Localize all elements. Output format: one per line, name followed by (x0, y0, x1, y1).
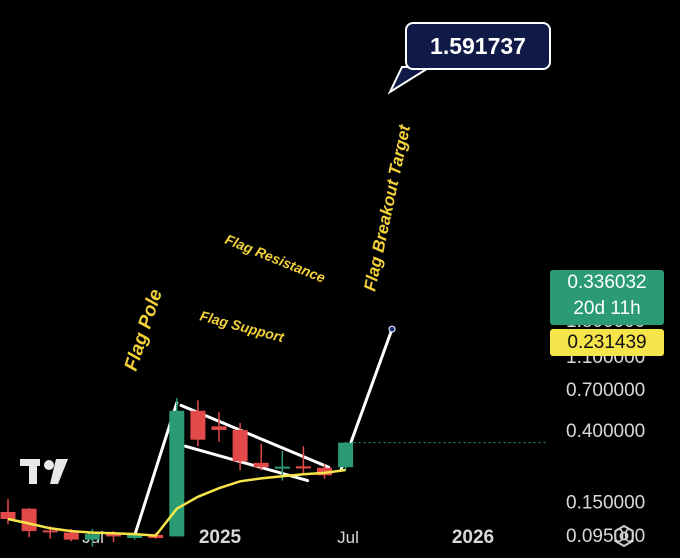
flag-resistance-label: Flag Resistance (223, 231, 328, 286)
flag-pole-label: Flag Pole (121, 286, 167, 373)
moving-average-line (7, 468, 346, 537)
candle (253, 443, 269, 471)
y-tick-label: 0.095000 (566, 526, 645, 547)
pattern-annotations: Flag Pole Flag Resistance Flag Support F… (121, 122, 415, 374)
candle-body (317, 467, 332, 476)
target-point (388, 325, 396, 333)
candle-body (42, 530, 58, 533)
candle-body (338, 442, 354, 468)
y-tick-label: 0.700000 (566, 380, 645, 401)
candle (317, 464, 332, 479)
candle-body (63, 532, 79, 540)
candle (338, 441, 354, 471)
target-value-callout: 1.591737 (405, 22, 551, 70)
breakout-target-label: Flag Breakout Target (360, 122, 414, 293)
y-tick-label: 0.400000 (566, 421, 645, 442)
y-tick-label: 0.150000 (566, 493, 645, 514)
candle-body (190, 410, 206, 440)
candle-body (169, 410, 185, 537)
candle-body (253, 462, 269, 468)
time-remaining: 20d 11h (573, 298, 641, 319)
tradingview-logo-icon (20, 459, 68, 484)
current-price-tag: 0.336032 20d 11h (550, 270, 664, 325)
x-axis-labels: Jul2025Jul2026 (82, 527, 494, 548)
moving-average-tag: 0.231439 (550, 329, 664, 356)
x-tick-label: 2026 (452, 527, 494, 548)
candle-body (21, 508, 37, 532)
settings-gear-icon[interactable] (612, 524, 636, 548)
candle (169, 397, 185, 537)
candle (211, 412, 227, 442)
candle-body (127, 534, 143, 539)
candle-body (274, 466, 290, 469)
callout-pointer (387, 66, 434, 95)
moving-average-series (7, 468, 346, 537)
candle (232, 422, 248, 471)
candle-body (295, 466, 311, 469)
candle-body (211, 426, 227, 430)
candle-body (106, 534, 121, 537)
flag-support-label: Flag Support (198, 307, 287, 345)
current-price-value: 0.336032 (567, 272, 647, 293)
candle (190, 400, 206, 447)
candle-body (0, 511, 16, 520)
candle-body (84, 534, 100, 540)
x-tick-label: 2025 (199, 527, 242, 548)
x-tick-label: Jul (337, 528, 359, 547)
candle (295, 446, 311, 474)
candle-body (232, 429, 248, 462)
